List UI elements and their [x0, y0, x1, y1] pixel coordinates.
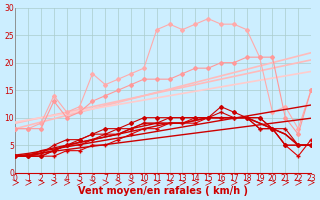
X-axis label: Vent moyen/en rafales ( km/h ): Vent moyen/en rafales ( km/h ) [78, 186, 248, 196]
